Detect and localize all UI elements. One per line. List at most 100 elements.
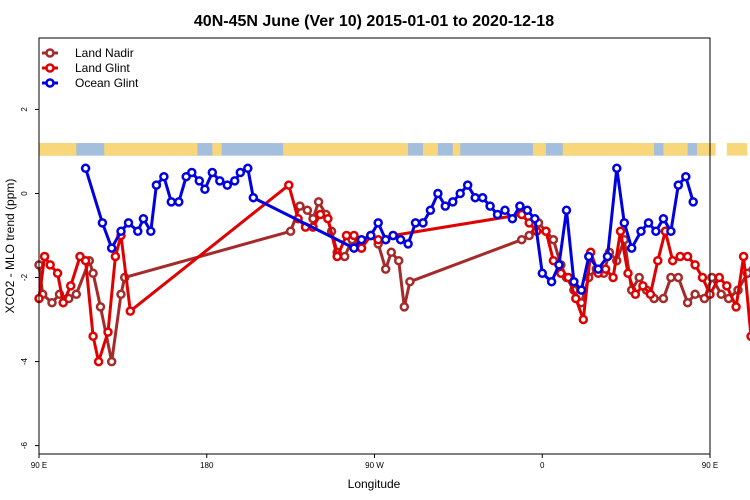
chart-title: 40N-45N June (Ver 10) 2015-01-01 to 2020…: [194, 13, 554, 30]
data-point: [88, 331, 98, 342]
data-point: [95, 302, 106, 312]
y-axis-ticks: -6 -4 -2 0 2: [20, 107, 39, 449]
data-point: [738, 251, 749, 262]
band-land-segment: [452, 143, 461, 156]
band-land-segment: [562, 143, 655, 156]
data-point: [174, 197, 184, 207]
data-point: [485, 201, 495, 211]
band-land-segment: [422, 143, 438, 156]
legend-swatch-point: [45, 78, 55, 88]
data-point: [746, 331, 750, 341]
data-point: [97, 218, 108, 228]
data-point: [339, 251, 350, 262]
data-point: [295, 201, 305, 211]
data-point: [243, 163, 253, 174]
legend-swatch-point: [45, 48, 55, 58]
data-point: [675, 251, 685, 262]
data-point: [159, 171, 169, 182]
data-point: [477, 192, 488, 203]
data-point: [393, 255, 404, 266]
legend-item: Ocean Glint: [42, 76, 139, 90]
data-point: [380, 234, 391, 245]
data-point: [349, 230, 359, 241]
band-land-segment: [212, 143, 222, 156]
data-point: [602, 251, 613, 262]
data-point: [492, 209, 503, 220]
legend-label: Land Nadir: [75, 46, 134, 60]
data-point: [418, 218, 428, 228]
data-point: [341, 230, 352, 241]
data-point: [58, 297, 68, 308]
data-point: [593, 264, 603, 274]
data-point: [626, 243, 637, 253]
data-point: [612, 163, 622, 174]
data-point: [399, 302, 410, 312]
land-sea-band: [39, 143, 748, 156]
data-point: [80, 255, 91, 266]
data-point: [332, 251, 342, 262]
data-point: [116, 226, 126, 237]
band-land-segment: [39, 143, 77, 156]
data-point: [462, 180, 473, 190]
data-point: [71, 289, 82, 300]
data-point: [546, 276, 557, 287]
band-land-segment: [283, 143, 409, 156]
data-point: [722, 281, 732, 291]
data-point: [106, 356, 117, 367]
plot-area: [34, 143, 750, 367]
data-point: [373, 218, 383, 228]
data-point: [200, 184, 210, 195]
band-land-segment: [663, 143, 688, 156]
data-point: [88, 268, 98, 279]
data-point: [548, 234, 559, 245]
y-tick-label: -4: [20, 357, 29, 365]
data-point: [235, 167, 246, 178]
data-point: [623, 268, 633, 279]
data-point: [302, 205, 313, 216]
data-point: [425, 205, 436, 216]
data-point: [666, 226, 676, 237]
x-axis-label: Longitude: [348, 477, 401, 491]
data-point: [106, 243, 117, 253]
data-point: [690, 289, 700, 300]
y-tick-label: -2: [20, 273, 29, 281]
data-point: [373, 234, 383, 245]
data-point: [714, 272, 725, 283]
data-point: [673, 180, 684, 190]
data-point: [386, 247, 397, 258]
data-point: [405, 276, 415, 287]
data-point: [133, 226, 143, 237]
data-point: [507, 213, 518, 224]
data-point: [39, 251, 50, 262]
data-point: [515, 201, 525, 211]
data-point: [356, 243, 367, 253]
data-point: [716, 289, 726, 300]
data-point: [522, 205, 533, 216]
legend-label: Land Glint: [75, 61, 130, 75]
data-point: [707, 272, 717, 283]
data-point: [530, 213, 540, 224]
data-point: [556, 268, 566, 279]
data-point: [541, 226, 551, 237]
data-point: [123, 218, 134, 228]
data-point: [638, 281, 648, 291]
band-land-segment: [104, 143, 198, 156]
data-point: [578, 314, 589, 325]
data-point: [313, 197, 324, 207]
data-point: [151, 180, 162, 190]
data-point: [349, 243, 359, 253]
data-point: [433, 188, 443, 199]
data-point: [470, 192, 480, 203]
data-point: [667, 255, 678, 266]
data-point: [448, 197, 458, 207]
band-land-segment: [696, 143, 716, 156]
x-tick-label: 90 W: [365, 461, 384, 470]
data-point: [455, 188, 465, 199]
data-point: [571, 293, 581, 304]
band-land-segment: [726, 143, 748, 156]
data-point: [222, 180, 233, 190]
data-point: [366, 230, 376, 241]
legend-item: Land Nadir: [42, 46, 134, 60]
data-point: [315, 209, 326, 220]
